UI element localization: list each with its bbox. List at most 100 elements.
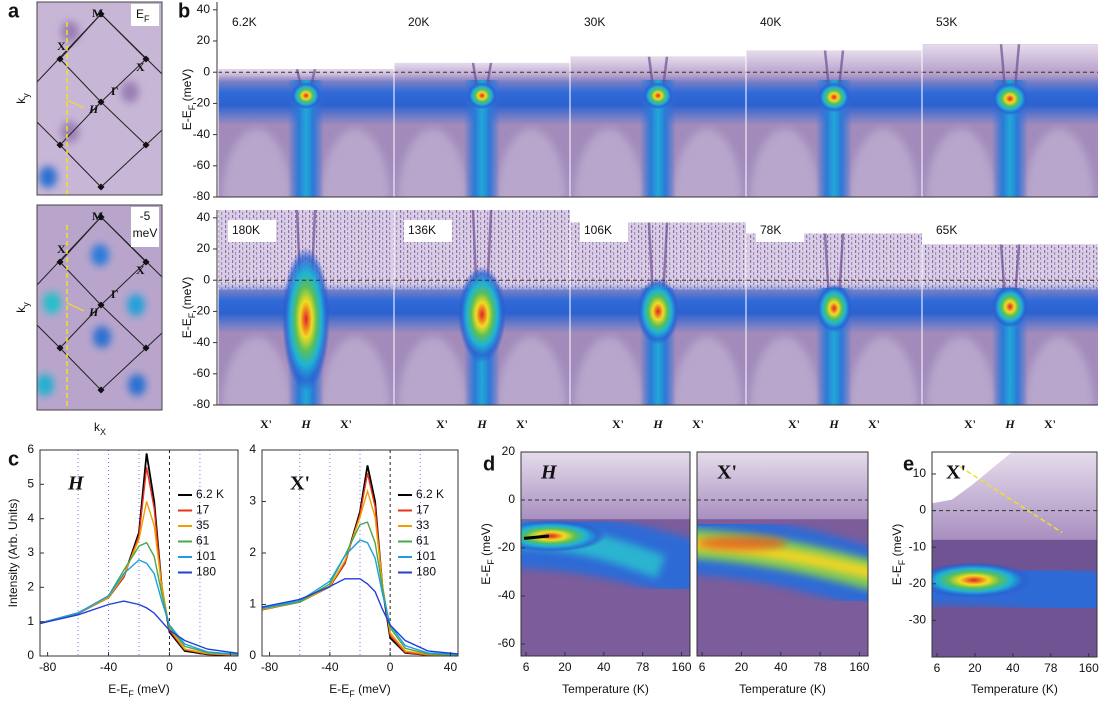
dome xyxy=(397,129,468,198)
legend-label: 101 xyxy=(416,549,436,563)
dome xyxy=(1024,129,1095,198)
axis-label: E-EF (meV) xyxy=(108,682,170,699)
k-label: H xyxy=(828,417,839,431)
spectrum-line xyxy=(39,600,239,654)
dispersion xyxy=(310,69,317,85)
y-tick-label: -60 xyxy=(193,158,211,172)
dome xyxy=(925,129,996,198)
energy-box xyxy=(131,4,159,26)
spectrum-line xyxy=(261,521,459,656)
x-tick-label: -80 xyxy=(39,660,57,674)
label-sub: F xyxy=(349,689,355,699)
x-tick-label: 78 xyxy=(813,660,827,674)
map-spot xyxy=(127,294,145,316)
temperature: 180K xyxy=(232,223,260,237)
legend-label: 101 xyxy=(196,549,216,563)
label-sub: F xyxy=(486,559,496,565)
k-label: X' xyxy=(1044,417,1056,431)
dome xyxy=(848,129,919,197)
spectrum-line xyxy=(39,501,239,656)
label-sub: F xyxy=(187,104,197,110)
label-sub: F xyxy=(187,312,197,318)
temperature-map xyxy=(932,452,1097,657)
legend-label: 61 xyxy=(416,534,430,548)
bz-point xyxy=(142,258,150,266)
x-tick-label: 20 xyxy=(558,660,572,674)
bz-label: Γ xyxy=(111,84,119,98)
peak xyxy=(697,536,787,551)
bz-point xyxy=(56,344,64,352)
energy-box xyxy=(131,207,159,247)
dome xyxy=(848,337,919,405)
label-sub: X xyxy=(100,427,106,437)
x-tick-label: 40 xyxy=(597,660,611,674)
y-tick-label: 0 xyxy=(203,272,210,286)
dispersion xyxy=(1014,44,1021,85)
temp-box xyxy=(404,12,452,34)
dome xyxy=(573,337,644,405)
legend-label: 180 xyxy=(416,565,436,579)
hot-spot xyxy=(458,266,506,363)
legend-label: 33 xyxy=(416,518,430,532)
label-unit: (meV) xyxy=(890,524,904,560)
plot-frame xyxy=(931,451,1098,658)
y-tick-label: 0 xyxy=(508,492,515,506)
y-tick-label: -30 xyxy=(909,613,927,627)
hot-spot xyxy=(817,82,851,113)
k-label: X' xyxy=(964,417,976,431)
panel-label: d xyxy=(483,453,495,475)
map-spot xyxy=(39,166,57,188)
k-label: X' xyxy=(260,417,272,431)
temp-box xyxy=(932,12,980,34)
y-tick-label: 3 xyxy=(27,545,34,559)
label-sub: y xyxy=(21,93,31,98)
spectrum-line xyxy=(39,559,239,655)
x-tick-label: 6 xyxy=(523,660,530,674)
temp-box xyxy=(228,12,276,34)
dispersion xyxy=(823,50,830,85)
panel-label: c xyxy=(8,448,19,470)
axis-label: E-EF (meV) xyxy=(180,69,197,131)
x-label: Temperature (K) xyxy=(971,682,1058,696)
pointer xyxy=(66,302,85,312)
y-tick-label: 0 xyxy=(203,64,210,78)
temp-box xyxy=(756,12,804,34)
pointer xyxy=(66,99,85,109)
bz-point xyxy=(142,344,150,352)
x-tick-label: 40 xyxy=(1006,661,1020,675)
y-tick-label: -40 xyxy=(193,127,211,141)
temp-box xyxy=(580,220,628,242)
y-tick-label: -60 xyxy=(193,366,211,380)
y-tick-label: 1 xyxy=(249,597,256,611)
hot-spot xyxy=(992,82,1028,116)
plot-frame xyxy=(696,451,869,657)
arpes-image xyxy=(922,44,1098,198)
dispersion xyxy=(471,62,478,85)
spectrum-line xyxy=(261,539,459,656)
y-tick-label: 2 xyxy=(249,545,256,559)
dispersion xyxy=(662,56,669,85)
x-tick-label: 160 xyxy=(1079,661,1099,675)
panel-label: e xyxy=(903,453,914,475)
temp-box xyxy=(404,220,452,242)
axis-label: E-EF (meV) xyxy=(479,523,496,585)
y-tick-label: 40 xyxy=(197,2,211,16)
x-tick-label: 160 xyxy=(849,660,869,674)
above-ef xyxy=(697,452,868,520)
dispersion xyxy=(838,50,845,85)
spectrum-line xyxy=(261,578,459,655)
y-tick-label: -20 xyxy=(193,304,211,318)
arpes-image xyxy=(922,244,1098,405)
label-main: k xyxy=(94,420,101,434)
y-tick-label: 3 xyxy=(249,494,256,508)
arpes-image xyxy=(394,62,570,198)
y-tick-label: -20 xyxy=(498,540,516,554)
temperature: 6.2K xyxy=(232,15,257,29)
dome xyxy=(320,129,391,197)
y-tick-label: 0 xyxy=(27,648,34,662)
temp-box xyxy=(580,12,628,34)
peak xyxy=(521,520,606,552)
y-label: Intensity (Arb. Units) xyxy=(6,499,20,608)
y-tick-label: -10 xyxy=(909,539,927,553)
